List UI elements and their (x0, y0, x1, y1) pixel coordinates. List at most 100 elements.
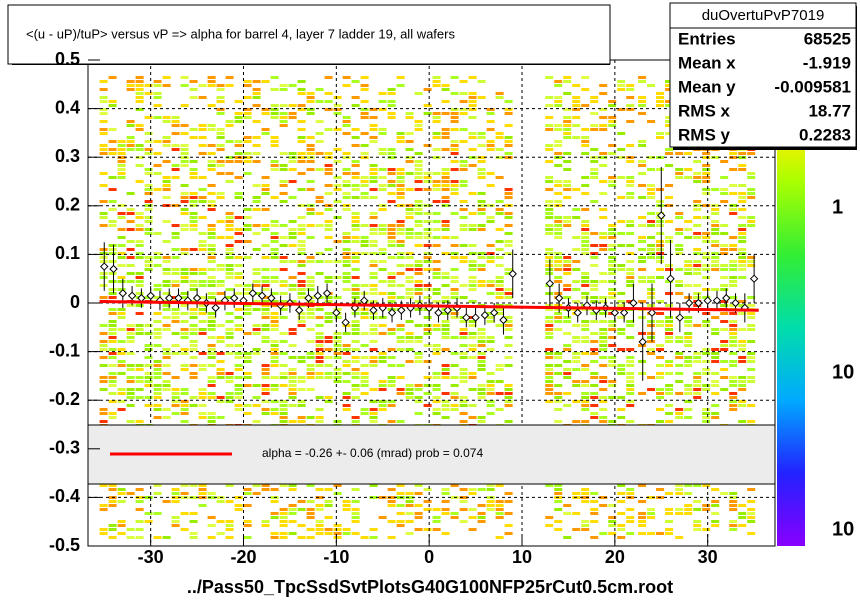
hist-cell (432, 148, 441, 151)
hist-cell (387, 180, 396, 183)
hist-cell (153, 416, 162, 419)
hist-cell (270, 240, 279, 243)
hist-cell (590, 168, 599, 171)
hist-cell (693, 520, 702, 523)
hist-cell (324, 516, 333, 519)
profile-point (118, 289, 128, 298)
hist-cell (450, 244, 459, 247)
hist-cell (99, 388, 108, 391)
hist-cell (468, 416, 477, 419)
hist-cell (477, 356, 486, 359)
hist-cell (599, 272, 608, 275)
hist-cell (684, 492, 693, 495)
hist-cell (108, 288, 117, 291)
hist-cell (270, 532, 279, 535)
hist-cell (171, 392, 180, 395)
hist-cell (117, 168, 126, 171)
hist-cell (665, 336, 674, 339)
hist-cell (360, 372, 369, 375)
hist-cell (171, 148, 180, 151)
hist-cell (225, 124, 234, 127)
hist-cell (405, 216, 414, 219)
hist-cell (315, 508, 324, 511)
hist-cell (599, 332, 608, 335)
hist-cell (360, 244, 369, 247)
hist-cell (288, 160, 297, 163)
hist-cell (572, 104, 581, 107)
hist-cell (387, 300, 396, 303)
hist-cell (747, 216, 756, 219)
hist-cell (243, 224, 252, 227)
hist-cell (702, 264, 711, 267)
hist-cell (333, 420, 342, 423)
hist-cell (198, 196, 207, 199)
hist-cell (189, 80, 198, 83)
hist-cell (171, 316, 180, 319)
hist-cell (225, 372, 234, 375)
hist-cell (545, 352, 554, 355)
hist-cell (504, 388, 513, 391)
hist-cell (261, 520, 270, 523)
hist-cell (378, 324, 387, 327)
hist-cell (288, 520, 297, 523)
hist-cell (468, 336, 477, 339)
hist-cell (180, 224, 189, 227)
hist-cell (342, 168, 351, 171)
hist-cell (711, 372, 720, 375)
hist-cell (207, 228, 216, 231)
hist-cell (324, 312, 333, 315)
hist-cell (423, 384, 432, 387)
hist-cell (432, 508, 441, 511)
stats-label: RMS x (678, 101, 731, 120)
hist-cell (711, 512, 720, 515)
hist-cell (342, 276, 351, 279)
hist-cell (216, 376, 225, 379)
hist-cell (162, 272, 171, 275)
hist-cell (306, 108, 315, 111)
hist-cell (608, 524, 617, 527)
hist-cell (450, 268, 459, 271)
hist-cell (225, 536, 234, 539)
hist-cell (486, 172, 495, 175)
hist-cell (495, 156, 504, 159)
hist-cell (495, 264, 504, 267)
hist-cell (279, 180, 288, 183)
hist-cell (216, 324, 225, 327)
hist-cell (369, 164, 378, 167)
hist-cell (162, 536, 171, 539)
hist-cell (225, 256, 234, 259)
hist-cell (270, 324, 279, 327)
hist-cell (638, 172, 647, 175)
hist-cell (432, 120, 441, 123)
hist-cell (468, 284, 477, 287)
hist-cell (647, 388, 656, 391)
hist-cell (252, 248, 261, 251)
hist-cell (270, 320, 279, 323)
hist-cell (608, 344, 617, 347)
hist-cell (297, 240, 306, 243)
hist-cell (108, 140, 117, 143)
hist-cell (432, 228, 441, 231)
hist-cell (545, 124, 554, 127)
stats-label: Mean y (678, 77, 736, 96)
hist-cell (306, 312, 315, 315)
hist-cell (572, 368, 581, 371)
hist-cell (729, 524, 738, 527)
hist-cell (261, 336, 270, 339)
hist-cell (554, 292, 563, 295)
hist-cell (590, 284, 599, 287)
hist-cell (702, 176, 711, 179)
hist-cell (495, 228, 504, 231)
hist-cell (252, 160, 261, 163)
hist-cell (333, 96, 342, 99)
hist-cell (647, 168, 656, 171)
hist-cell (486, 112, 495, 115)
hist-cell (288, 288, 297, 291)
hist-cell (261, 312, 270, 315)
hist-cell (135, 332, 144, 335)
hist-cell (207, 192, 216, 195)
stats-value: 68525 (804, 29, 851, 48)
hist-cell (189, 404, 198, 407)
profile-point (703, 296, 712, 305)
hist-cell (396, 168, 405, 171)
